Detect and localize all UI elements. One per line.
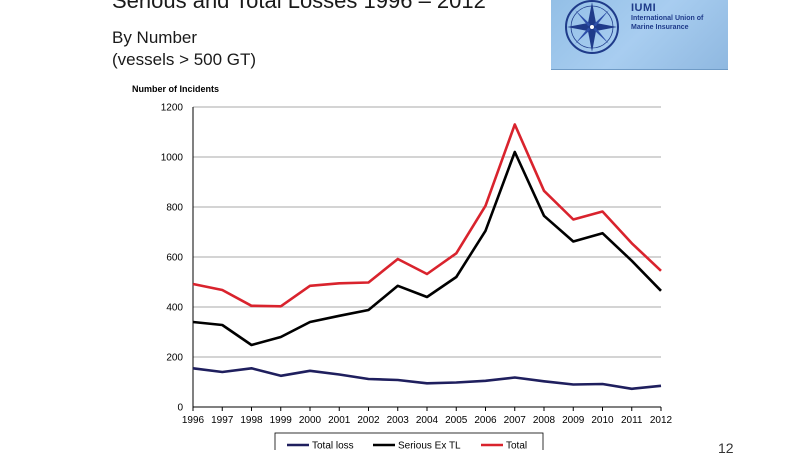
x-tick-label: 2005 [445, 415, 468, 426]
compass-rose-icon [565, 0, 619, 54]
x-tick-label: 2006 [474, 415, 497, 426]
x-tick-label: 2008 [533, 415, 556, 426]
slide-subtitle-qualifier: (vessels > 500 GT) [112, 50, 257, 69]
x-tick-label: 2010 [591, 415, 614, 426]
y-tick-label: 0 [177, 403, 183, 414]
x-tick-label: 2007 [504, 415, 527, 426]
x-tick-label: 1997 [211, 415, 234, 426]
iumi-logo: IUMI International Union of Marine Insur… [551, 0, 728, 70]
x-tick-label: 2003 [387, 415, 410, 426]
x-tick-label: 2000 [299, 415, 322, 426]
page-number: 12 [718, 440, 734, 456]
logo-name-line-2: Marine Insurance [631, 24, 689, 31]
series-line-total [192, 123, 662, 308]
legend-box [274, 432, 544, 450]
y-tick-label: 800 [166, 203, 183, 214]
x-tick-label: 1999 [270, 415, 293, 426]
x-tick-label: 2001 [328, 415, 351, 426]
series-line-total-loss [192, 366, 662, 391]
series-line-serious-ex-tl [192, 150, 662, 347]
slide-subtitle: By Number [112, 28, 198, 47]
y-tick-label: 200 [166, 353, 183, 364]
x-tick-label: 2011 [621, 415, 643, 426]
slide-title: Serious and Total Losses 1996 – 2012 [112, 0, 486, 13]
y-axis-title: Number of Incidents [132, 84, 220, 94]
y-tick-label: 600 [166, 253, 183, 264]
x-tick-label: 2009 [562, 415, 585, 426]
x-tick-label: 2012 [650, 415, 673, 426]
x-tick-label: 2004 [416, 415, 439, 426]
legend-label: Serious Ex TL [398, 441, 461, 451]
x-tick-label: 1996 [182, 415, 205, 426]
legend-label: Total loss [312, 441, 354, 451]
x-tick-label: 1998 [240, 415, 263, 426]
logo-name-line-1: International Union of [631, 15, 704, 22]
legend-label: Total [506, 441, 527, 451]
y-tick-label: 1000 [161, 153, 184, 164]
logo-abbreviation: IUMI [631, 2, 657, 14]
x-tick-label: 2002 [357, 415, 380, 426]
y-tick-label: 1200 [161, 103, 184, 114]
y-tick-label: 400 [166, 303, 183, 314]
